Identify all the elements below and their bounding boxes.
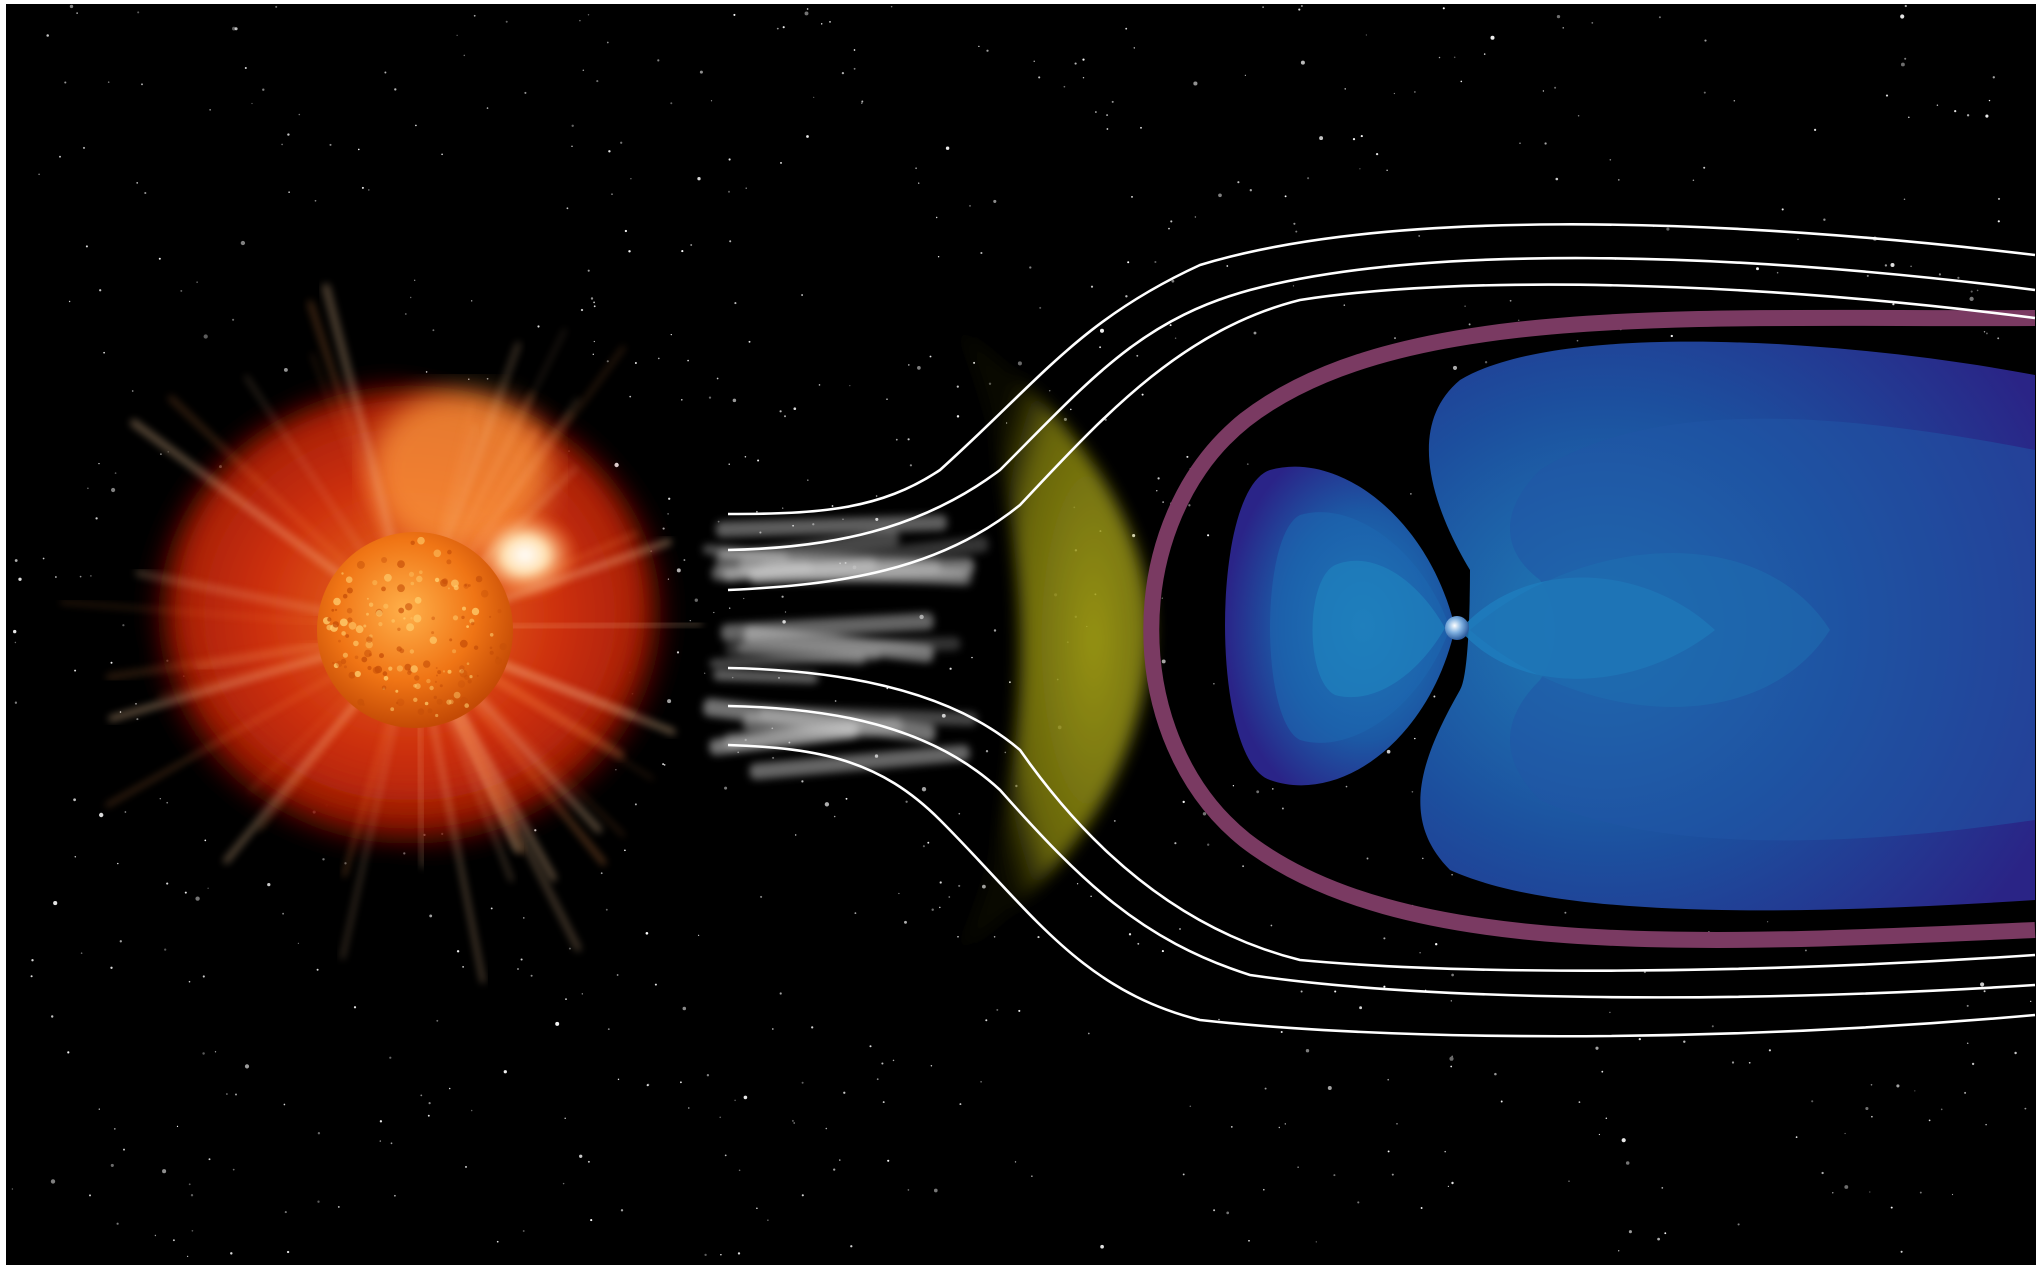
- bow-shock: [960, 330, 1152, 950]
- magnetopause: [1143, 309, 2036, 948]
- field-line: [727, 704, 2036, 999]
- field-line: [727, 743, 2036, 1038]
- sun-icon: [317, 532, 513, 728]
- sun-surface-texture: [323, 536, 507, 718]
- solar-wind: [702, 514, 989, 780]
- field-line: [727, 283, 2036, 592]
- magnetosphere: [1225, 341, 2035, 911]
- field-lines: [727, 223, 2036, 1038]
- field-line: [727, 666, 2036, 972]
- field-line: [727, 256, 2036, 552]
- earth-icon: [1445, 616, 1469, 640]
- field-line: [727, 223, 2036, 516]
